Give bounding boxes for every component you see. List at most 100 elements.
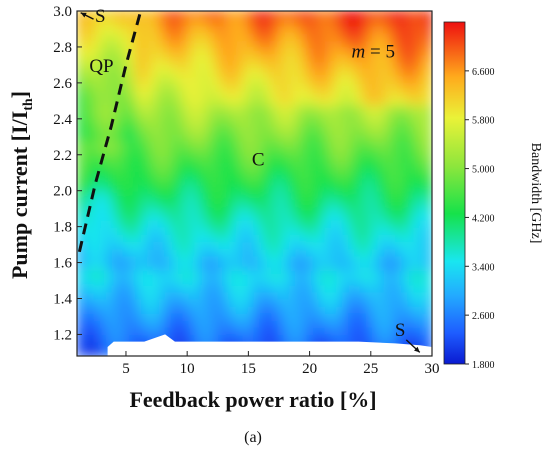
heatmap-cell [395,297,404,307]
heatmap-cell [336,225,345,235]
heatmap-cell [182,74,191,84]
heatmap-cell [377,89,386,99]
heatmap-cell [395,333,404,343]
heatmap-cell [218,225,226,235]
heatmap-cell [283,53,291,63]
heatmap-cell [212,89,220,99]
heatmap-cell [117,160,126,171]
heatmap-cell [389,67,398,77]
heatmap-cell [188,240,197,250]
heatmap-cell [271,268,280,278]
heatmap-cell [389,11,398,20]
heatmap-cell [176,31,185,41]
heatmap-cell [277,17,286,27]
heatmap-cell [271,204,280,214]
heatmap-cell [318,110,327,120]
heatmap-cell [395,38,404,48]
heatmap-cell [377,60,386,70]
heatmap-cell [253,67,262,77]
heatmap-cell [206,247,215,257]
heatmap-cell [419,240,428,250]
heatmap-cell [164,240,173,250]
heatmap-cell [241,319,250,329]
heatmap-cell [247,110,256,120]
heatmap-cell [312,333,321,343]
heatmap-cell [336,232,345,242]
heatmap-cell [360,326,368,336]
heatmap-cell [235,153,244,163]
heatmap-cell [360,311,368,322]
heatmap-cell [212,81,220,92]
heatmap-cell [354,110,362,120]
heatmap-cell [395,132,404,142]
heatmap-cell [235,247,244,257]
heatmap-cell [289,261,297,271]
heatmap-cell [164,319,173,329]
heatmap-cell [312,247,321,257]
heatmap-cell [354,211,362,221]
heatmap-cell [312,232,321,242]
heatmap-cell [235,31,244,41]
heatmap-cell [170,247,179,257]
heatmap-cell [283,196,291,207]
heatmap-cell [164,24,173,34]
heatmap-cell [218,283,226,293]
heatmap-cell [259,45,268,56]
heatmap-cell [93,304,102,314]
heatmap-cell [294,283,303,293]
heatmap-cell [206,311,215,322]
heatmap-cell [425,268,432,278]
heatmap-cell [360,11,368,20]
heatmap-cell [294,103,303,113]
heatmap-cell [306,304,315,314]
heatmap-cell [365,268,374,278]
heatmap-cell [324,240,333,250]
heatmap-cell [176,232,185,242]
heatmap-cell [111,96,120,106]
heatmap-cell [318,240,327,250]
heatmap-cell [354,31,362,41]
heatmap-cell [158,139,167,149]
heatmap-cell [318,319,327,329]
heatmap-cell [312,283,321,293]
heatmap-cell [87,225,96,235]
heatmap-cell [87,290,96,300]
heatmap-cell [271,247,280,257]
heatmap-cell [135,290,144,300]
heatmap-cell [105,96,114,106]
heatmap-cell [265,103,274,113]
heatmap-cell [312,60,321,70]
heatmap-cell [336,204,345,214]
heatmap-cell [413,275,422,286]
heatmap-cell [223,240,232,250]
heatmap-cell [188,146,197,156]
heatmap-cell [229,74,238,84]
heatmap-cell [218,117,226,127]
heatmap-cell [354,333,362,343]
heatmap-cell [277,31,286,41]
heatmap-cell [206,189,215,199]
heatmap-cell [377,160,386,171]
heatmap-cell [105,168,114,178]
heatmap-cell [377,254,386,264]
heatmap-cell [129,60,138,70]
heatmap-cell [318,160,327,171]
heatmap-cell [283,146,291,156]
heatmap-cell [289,117,297,127]
heatmap-cell [229,168,238,178]
heatmap-cell [342,74,351,84]
heatmap-cell [188,297,197,307]
heatmap-cell [141,81,149,92]
heatmap-cell [324,232,333,242]
heatmap-cell [283,17,291,27]
heatmap-cell [93,146,102,156]
heatmap-cell [300,89,309,99]
heatmap-cell [241,96,250,106]
heatmap-cell [212,45,220,56]
heatmap-cell [188,182,197,192]
heatmap-cell [176,297,185,307]
heatmap-cell [259,283,268,293]
heatmap-cell [152,96,161,106]
heatmap-cell [425,290,432,300]
